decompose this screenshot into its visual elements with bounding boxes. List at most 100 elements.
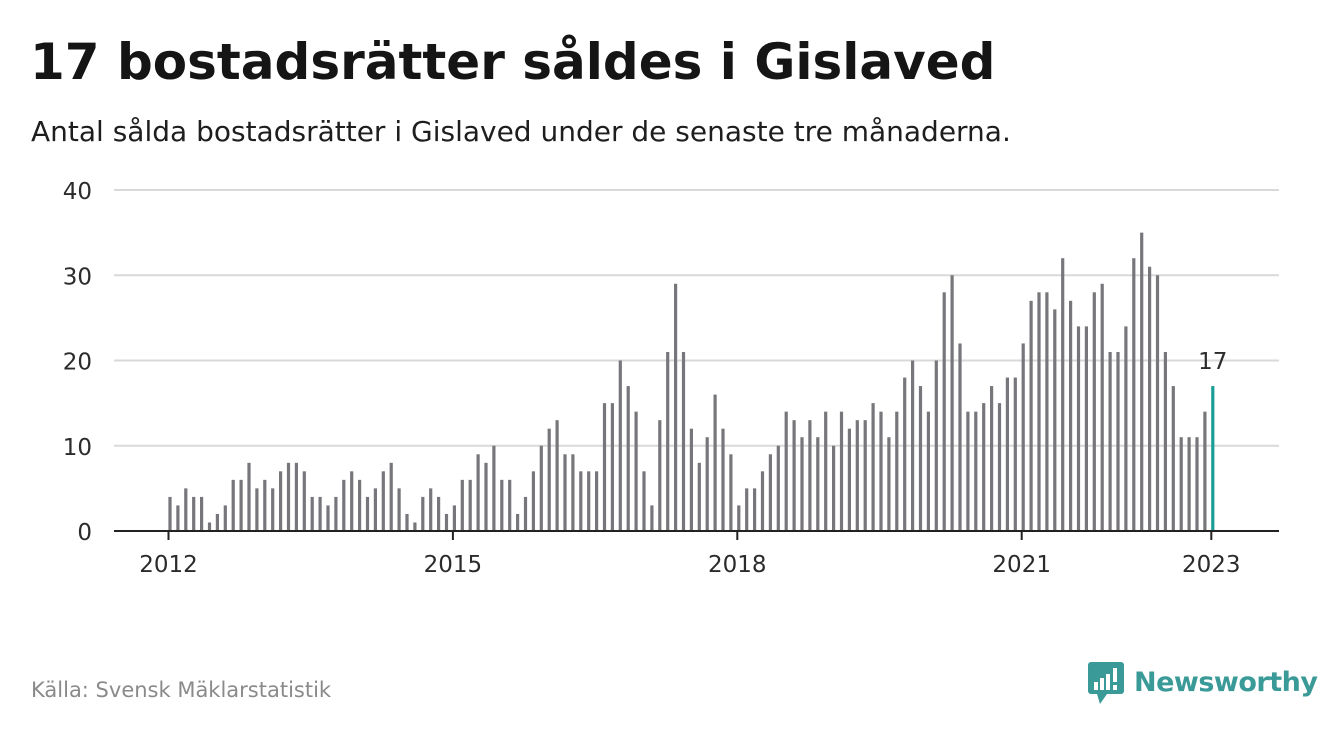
bar xyxy=(207,522,212,531)
bar xyxy=(1100,283,1104,531)
y-tick-label: 20 xyxy=(63,350,92,376)
highlight-value-label: 17 xyxy=(1198,349,1227,375)
bar xyxy=(516,513,520,531)
y-tick-label: 30 xyxy=(63,264,92,290)
bar xyxy=(405,513,409,531)
bar xyxy=(903,377,907,531)
bar xyxy=(871,403,875,531)
x-tick-label: 2015 xyxy=(424,552,483,578)
bar xyxy=(389,462,393,531)
bar xyxy=(1021,343,1025,531)
bar xyxy=(737,505,741,531)
y-tick-label: 10 xyxy=(63,435,92,461)
bar xyxy=(326,505,330,531)
bar xyxy=(587,471,591,531)
bar xyxy=(832,445,836,531)
bar xyxy=(1005,377,1009,531)
bar xyxy=(997,403,1002,531)
bar xyxy=(958,343,962,531)
bar xyxy=(255,488,259,531)
bar xyxy=(847,428,851,531)
bar xyxy=(879,411,883,531)
bar xyxy=(689,428,693,531)
bar xyxy=(918,386,923,531)
bar xyxy=(571,454,575,531)
bar xyxy=(1069,300,1073,531)
bar xyxy=(184,488,188,531)
bar xyxy=(887,437,891,531)
bar xyxy=(1187,437,1191,531)
bar xyxy=(610,403,614,531)
source-note: Källa: Svensk Mäklarstatistik xyxy=(31,678,332,702)
bar xyxy=(413,522,417,531)
bar xyxy=(294,462,298,531)
bar xyxy=(634,411,638,531)
bar xyxy=(1029,300,1033,531)
bar xyxy=(1061,258,1065,531)
bar xyxy=(768,454,772,531)
bar xyxy=(192,496,196,531)
bar xyxy=(650,505,654,531)
bar xyxy=(279,471,283,531)
bar-highlight xyxy=(1211,386,1215,531)
bar xyxy=(460,479,464,531)
bar xyxy=(982,403,986,531)
bar xyxy=(381,471,385,531)
bar xyxy=(468,479,472,531)
bar xyxy=(1013,377,1017,531)
bar xyxy=(397,488,401,531)
bar xyxy=(1092,292,1096,531)
bar xyxy=(784,411,788,531)
bar xyxy=(863,420,867,531)
bar xyxy=(1053,309,1057,531)
x-tick-label: 2023 xyxy=(1182,552,1241,578)
bar xyxy=(223,505,227,531)
bar xyxy=(990,386,994,531)
bar xyxy=(476,454,480,531)
bar xyxy=(523,496,528,531)
bar xyxy=(310,496,314,531)
bar xyxy=(429,488,433,531)
bar xyxy=(358,479,362,531)
bar xyxy=(1179,437,1183,531)
bar xyxy=(452,505,456,531)
bar xyxy=(705,437,709,531)
bar xyxy=(966,411,970,531)
bar xyxy=(721,428,725,531)
bar xyxy=(760,471,765,531)
bar xyxy=(271,488,275,531)
bar xyxy=(602,403,607,531)
bar xyxy=(444,513,449,531)
bar xyxy=(808,420,812,531)
bar xyxy=(1155,275,1160,531)
bar xyxy=(658,420,662,531)
bar xyxy=(1124,326,1128,531)
bar xyxy=(776,445,780,531)
bar xyxy=(1084,326,1088,531)
bar xyxy=(595,471,599,531)
bar xyxy=(942,292,946,531)
logo-text: Newsworthy xyxy=(1134,667,1318,698)
bar xyxy=(421,496,425,531)
bar xyxy=(239,479,243,531)
bar xyxy=(895,411,899,531)
bar xyxy=(697,462,701,531)
bar xyxy=(824,411,828,531)
y-tick-label: 0 xyxy=(77,520,92,546)
newsworthy-logo[interactable]: Newsworthy xyxy=(1088,660,1318,706)
bar xyxy=(437,496,441,531)
bar xyxy=(176,505,180,531)
bar xyxy=(492,445,496,531)
bar xyxy=(302,471,306,531)
bar xyxy=(745,488,749,531)
bar xyxy=(934,360,938,531)
bar xyxy=(911,360,915,531)
bar xyxy=(373,488,377,531)
bar xyxy=(350,471,354,531)
bar xyxy=(531,471,535,531)
bar xyxy=(1045,292,1049,531)
bar xyxy=(231,479,235,531)
bar xyxy=(626,386,630,531)
bar xyxy=(579,471,583,531)
bar xyxy=(753,488,757,531)
